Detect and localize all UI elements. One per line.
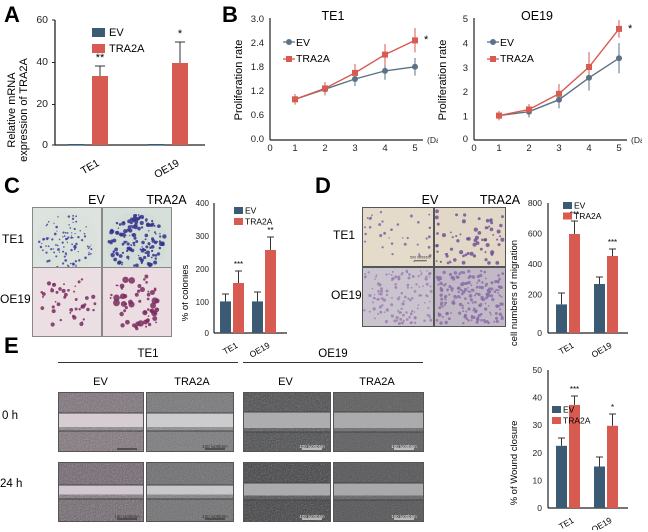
svg-text:100: 100 bbox=[196, 298, 210, 307]
svg-text:TRA2A: TRA2A bbox=[245, 217, 273, 227]
svg-text:400: 400 bbox=[196, 199, 210, 208]
svg-text:3: 3 bbox=[556, 143, 561, 154]
svg-text:20: 20 bbox=[533, 448, 543, 458]
svg-text:Relative mRNA: Relative mRNA bbox=[6, 72, 18, 148]
svg-text:5: 5 bbox=[616, 143, 621, 154]
svg-text:2: 2 bbox=[322, 143, 327, 154]
svg-text:TE1: TE1 bbox=[557, 515, 576, 530]
svg-text:*: * bbox=[628, 23, 633, 35]
svg-text:expression of TRA2A: expression of TRA2A bbox=[18, 57, 30, 161]
svg-text:0: 0 bbox=[463, 134, 468, 145]
svg-text:400: 400 bbox=[528, 259, 542, 269]
svg-text:TE1: TE1 bbox=[322, 9, 345, 23]
svg-text:**: ** bbox=[96, 52, 105, 64]
svg-text:OE19: OE19 bbox=[590, 515, 614, 530]
svg-text:4: 4 bbox=[382, 143, 387, 154]
svg-text:30: 30 bbox=[533, 420, 543, 430]
svg-text:500 \u00b5m: 500 \u00b5m bbox=[410, 256, 431, 260]
svg-text:0: 0 bbox=[537, 503, 542, 513]
svg-text:*: * bbox=[178, 28, 183, 40]
svg-text:2: 2 bbox=[526, 143, 531, 154]
svg-text:(Days): (Days) bbox=[631, 135, 642, 145]
svg-text:EV: EV bbox=[109, 27, 124, 39]
svg-text:EV: EV bbox=[574, 201, 586, 211]
svg-text:100 \u00b5m: 100 \u00b5m bbox=[299, 514, 325, 519]
svg-text:***: *** bbox=[570, 385, 579, 394]
svg-text:200: 200 bbox=[196, 265, 210, 274]
svg-text:10: 10 bbox=[533, 475, 543, 485]
svg-text:1.2: 1.2 bbox=[251, 86, 264, 97]
svg-text:100 \u00b5m: 100 \u00b5m bbox=[391, 444, 417, 449]
svg-text:TE1: TE1 bbox=[557, 340, 576, 357]
svg-text:% of Wound closure: % of Wound closure bbox=[509, 421, 520, 506]
svg-text:4: 4 bbox=[586, 143, 591, 154]
svg-text:cell numbers of migration: cell numbers of migration bbox=[509, 240, 520, 346]
svg-text:EV: EV bbox=[500, 37, 514, 49]
svg-text:100 \u00b5m: 100 \u00b5m bbox=[114, 514, 140, 519]
svg-text:EV: EV bbox=[563, 405, 575, 415]
svg-text:20: 20 bbox=[36, 98, 48, 110]
svg-text:3.0: 3.0 bbox=[251, 14, 264, 25]
svg-text:0: 0 bbox=[537, 328, 542, 338]
svg-text:TE1: TE1 bbox=[79, 157, 102, 177]
svg-text:100 \u00b5m: 100 \u00b5m bbox=[202, 514, 228, 519]
svg-text:Proliferation rate: Proliferation rate bbox=[233, 40, 245, 121]
svg-text:40: 40 bbox=[533, 393, 543, 403]
svg-text:TRA2A: TRA2A bbox=[500, 53, 534, 65]
svg-text:0: 0 bbox=[205, 329, 210, 338]
svg-text:300: 300 bbox=[196, 232, 210, 241]
svg-text:100 \u00b5m: 100 \u00b5m bbox=[299, 444, 325, 449]
svg-text:0: 0 bbox=[42, 139, 48, 151]
svg-text:**: ** bbox=[267, 226, 273, 235]
svg-text:3: 3 bbox=[352, 143, 357, 154]
svg-text:5: 5 bbox=[463, 14, 468, 25]
svg-text:EV: EV bbox=[296, 37, 310, 49]
svg-text:Proliferation rate: Proliferation rate bbox=[437, 40, 449, 121]
svg-text:TRA2A: TRA2A bbox=[296, 53, 330, 65]
svg-text:60: 60 bbox=[36, 14, 48, 26]
svg-text:OE19: OE19 bbox=[521, 9, 553, 23]
svg-text:200: 200 bbox=[528, 290, 542, 300]
svg-text:3: 3 bbox=[463, 63, 468, 74]
svg-text:***: *** bbox=[608, 238, 617, 247]
svg-text:100 \u00b5m: 100 \u00b5m bbox=[202, 444, 228, 449]
svg-text:100 \u00b5m: 100 \u00b5m bbox=[391, 514, 417, 519]
svg-text:40: 40 bbox=[36, 56, 48, 68]
svg-text:*: * bbox=[611, 403, 614, 412]
svg-text:1: 1 bbox=[463, 112, 468, 123]
svg-text:OE19: OE19 bbox=[152, 157, 181, 181]
svg-text:0: 0 bbox=[267, 143, 272, 154]
svg-text:EV: EV bbox=[245, 206, 257, 216]
svg-text:50: 50 bbox=[533, 365, 543, 375]
svg-text:1: 1 bbox=[292, 143, 297, 154]
svg-text:600: 600 bbox=[528, 229, 542, 239]
svg-text:TRA2A: TRA2A bbox=[563, 416, 591, 426]
svg-text:4: 4 bbox=[463, 38, 468, 49]
svg-text:2: 2 bbox=[463, 87, 468, 98]
svg-text:***: *** bbox=[234, 260, 243, 269]
svg-text:0: 0 bbox=[471, 143, 476, 154]
svg-text:OE19: OE19 bbox=[590, 340, 614, 358]
svg-text:% of colonies: % of colonies bbox=[182, 265, 191, 322]
svg-text:TRA2A: TRA2A bbox=[574, 211, 602, 221]
svg-text:5: 5 bbox=[412, 143, 417, 154]
svg-text:2.4: 2.4 bbox=[251, 38, 264, 49]
svg-text:800: 800 bbox=[528, 198, 542, 208]
svg-text:1.8: 1.8 bbox=[251, 62, 264, 73]
svg-text:TRA2A: TRA2A bbox=[109, 43, 145, 55]
svg-text:1: 1 bbox=[496, 143, 501, 154]
svg-text:0.0: 0.0 bbox=[251, 134, 264, 145]
svg-text:*: * bbox=[424, 34, 429, 46]
svg-text:0.6: 0.6 bbox=[251, 110, 264, 121]
